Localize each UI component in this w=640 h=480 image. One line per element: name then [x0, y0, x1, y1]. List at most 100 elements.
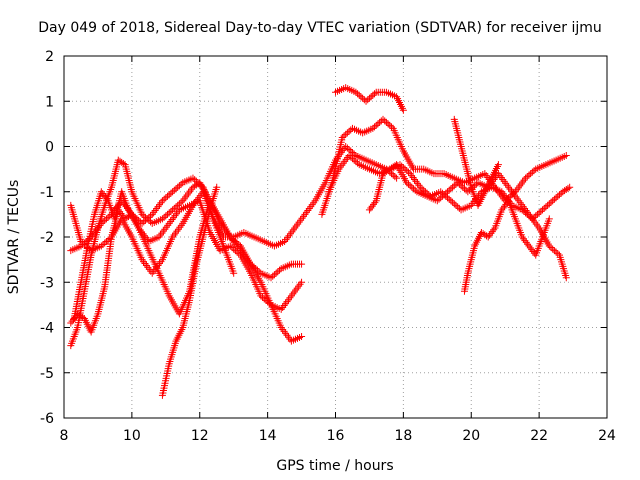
data-point [524, 240, 532, 248]
data-point [350, 156, 358, 164]
data-point [403, 179, 411, 187]
data-point [172, 203, 180, 211]
data-point [382, 118, 390, 126]
data-point [231, 238, 239, 246]
data-point [399, 164, 407, 172]
data-point [379, 115, 387, 123]
data-point [343, 144, 351, 152]
data-point [459, 183, 467, 191]
data-point [522, 174, 530, 182]
y-tick-labels: -6 -5 -4 -3 -2 -1 0 1 2 [40, 49, 54, 427]
data-point [526, 244, 534, 252]
data-point [564, 184, 572, 192]
data-point [494, 161, 502, 169]
data-point [518, 233, 526, 241]
data-point [170, 186, 178, 194]
data-point [347, 147, 355, 155]
data-point [535, 209, 543, 217]
y-axis-label: SDTVAR / TECUs [6, 180, 22, 295]
data-point [189, 174, 197, 182]
data-point [438, 192, 446, 200]
data-point [542, 203, 550, 211]
data-point [447, 197, 455, 205]
data-point [528, 168, 536, 176]
data-point [276, 266, 284, 274]
data-point [160, 195, 168, 203]
data-point [338, 133, 346, 141]
data-point [345, 146, 353, 154]
data-point [435, 195, 443, 203]
chart-title: Day 049 of 2018, Sidereal Day-to-day VTE… [38, 20, 602, 36]
data-point [233, 248, 241, 256]
data-point [401, 165, 409, 173]
data-point [138, 219, 146, 227]
data-point [490, 226, 498, 234]
data-point [370, 200, 378, 208]
data-point [406, 182, 414, 190]
data-point [530, 167, 538, 175]
data-point [101, 216, 109, 224]
x-tick-label: 12 [191, 428, 209, 444]
data-point [67, 319, 75, 327]
data-point [403, 167, 411, 175]
series-arc-7 [332, 84, 407, 114]
data-point [114, 206, 122, 214]
data-point [267, 274, 275, 282]
data-point [387, 123, 395, 131]
x-tick-label: 16 [327, 428, 345, 444]
data-point [348, 149, 356, 157]
x-tick-label: 24 [598, 428, 616, 444]
series-arc-5 [67, 156, 306, 350]
data-point [455, 180, 463, 188]
data-point [528, 246, 536, 254]
data-point [547, 244, 555, 252]
data-point [175, 182, 183, 190]
series-arc-12 [460, 197, 553, 295]
data-point [226, 242, 234, 250]
data-point [365, 206, 373, 214]
y-tick-label: -3 [40, 275, 54, 291]
data-point [437, 188, 445, 196]
data-point [345, 127, 353, 135]
data-point [552, 248, 560, 256]
y-tick-label: -2 [40, 230, 54, 246]
data-point [100, 191, 108, 199]
data-point [368, 202, 376, 210]
data-point [450, 200, 458, 208]
data-point [158, 197, 166, 205]
data-point [99, 241, 107, 249]
data-point [443, 194, 451, 202]
data-point [550, 195, 558, 203]
data-point [147, 212, 155, 220]
data-point [169, 188, 177, 196]
data-point [167, 189, 175, 197]
data-point [177, 198, 185, 206]
data-point [298, 333, 306, 341]
data-point [487, 229, 495, 237]
data-point [118, 211, 126, 219]
x-tick-label: 14 [259, 428, 277, 444]
data-point [549, 197, 557, 205]
data-point [550, 247, 558, 255]
data-point [158, 215, 166, 223]
data-point [376, 118, 384, 126]
data-point [270, 271, 278, 279]
data-point [418, 185, 426, 193]
data-point [440, 191, 448, 199]
data-point [343, 129, 351, 137]
data-point [499, 204, 507, 212]
data-point [449, 183, 457, 191]
data-point [170, 204, 178, 212]
data-point [555, 191, 563, 199]
data-point [191, 176, 199, 184]
data-point [562, 152, 570, 160]
data-point [364, 96, 372, 104]
data-point [342, 130, 350, 138]
data-point [357, 93, 365, 101]
data-point [160, 213, 168, 221]
series-arc-6 [158, 183, 221, 399]
data-point [389, 171, 397, 179]
data-point [298, 278, 306, 286]
data-point [525, 171, 533, 179]
data-point [442, 189, 450, 197]
